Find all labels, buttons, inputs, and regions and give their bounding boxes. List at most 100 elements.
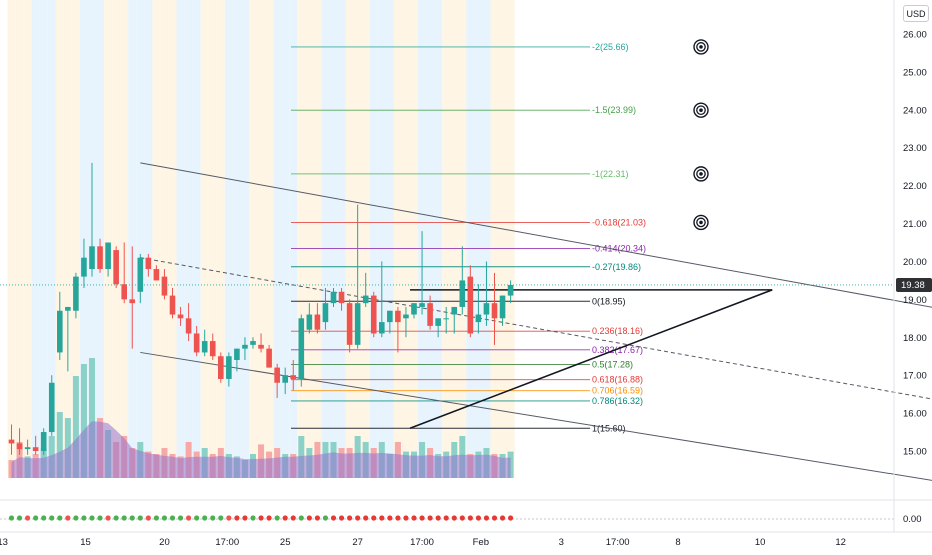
indicator-dot	[403, 515, 409, 521]
indicator-dot	[371, 515, 377, 521]
candle-body	[298, 318, 305, 379]
indicator-dot	[161, 515, 168, 521]
indicator-dot	[459, 515, 465, 521]
candle-body	[234, 348, 240, 361]
candle-body	[419, 303, 425, 307]
volume-bar	[56, 412, 63, 478]
candle-body	[16, 443, 23, 450]
session-stripe	[385, 0, 394, 478]
session-stripe	[297, 0, 306, 478]
indicator-dot	[467, 515, 473, 521]
indicator-dot	[411, 515, 417, 521]
candle-body	[97, 246, 103, 270]
candle-body	[282, 375, 288, 383]
candle-body	[65, 306, 71, 311]
session-stripe	[128, 0, 137, 478]
candle-body	[24, 447, 31, 450]
indicator-dot	[121, 515, 127, 521]
candle-body	[290, 375, 297, 379]
candle-body	[193, 333, 200, 353]
time-axis-tick-label: 20	[159, 537, 170, 548]
indicator-dot	[330, 515, 337, 521]
indicator-dot	[355, 515, 361, 521]
candle-body	[81, 257, 87, 277]
session-stripe	[152, 0, 161, 478]
candle-body	[314, 314, 321, 330]
session-stripe	[401, 0, 410, 478]
indicator-dot	[186, 515, 192, 521]
candle-body	[161, 276, 168, 296]
candle-body	[330, 291, 337, 304]
time-axis-tick-label: 3	[559, 537, 564, 548]
target-ring-middle	[696, 169, 706, 179]
channel-upper-line	[140, 162, 932, 308]
channel-midline	[140, 257, 932, 400]
candle-body	[242, 344, 248, 349]
price-axis-tick-label: 19.00	[903, 295, 927, 306]
indicator-dot	[306, 515, 312, 521]
indicator-dot	[475, 515, 481, 521]
fib-level-label: -1(22.31)	[592, 169, 629, 179]
candle-body	[274, 367, 280, 383]
indicator-dot	[113, 515, 119, 521]
time-axis-tick-label: 12	[835, 537, 846, 548]
candle-body	[169, 295, 176, 315]
candle-body	[451, 306, 458, 315]
session-stripe	[39, 0, 48, 478]
last-price-tag: 19.38	[896, 278, 932, 292]
candle-body	[379, 322, 385, 334]
time-axis-tick-label: 17:00	[410, 537, 434, 548]
session-stripe	[377, 0, 386, 478]
session-stripe	[393, 0, 402, 478]
indicator-dot	[234, 515, 240, 521]
candle-body	[322, 303, 329, 323]
volume-pane	[8, 358, 514, 478]
price-axis-tick-label: 23.00	[903, 143, 927, 154]
target-icon	[693, 214, 709, 231]
session-stripe	[281, 0, 290, 478]
candle-body	[411, 303, 417, 315]
session-stripe	[232, 0, 241, 478]
time-axis-tick-label: 27	[352, 537, 363, 548]
session-stripe	[63, 0, 72, 478]
currency-badge[interactable]: USD	[903, 5, 929, 22]
session-stripe	[482, 0, 491, 478]
candle-body	[435, 318, 441, 326]
candle-body	[218, 356, 224, 379]
fib-level-label: 0.786(16.32)	[592, 396, 643, 406]
session-stripe	[184, 0, 193, 478]
session-stripe	[450, 0, 459, 478]
session-stripe	[442, 0, 451, 478]
candle-body	[507, 284, 514, 296]
target-icon	[693, 166, 709, 182]
session-stripe	[313, 0, 322, 478]
indicator-dot	[210, 515, 216, 521]
candle-body	[250, 341, 256, 345]
indicator-dot	[242, 515, 248, 521]
indicator-dot	[177, 515, 184, 521]
indicator-dot	[266, 515, 272, 521]
time-axis-tick-label: 17:00	[215, 537, 239, 548]
indicator-dot	[57, 515, 63, 521]
candle-body	[185, 318, 192, 334]
indicator-dot	[322, 515, 329, 521]
candle-body	[266, 348, 272, 368]
session-stripe	[144, 0, 153, 478]
candle-body	[499, 295, 506, 319]
session-background	[7, 0, 515, 478]
time-axis-tick-label: Feb	[473, 537, 489, 548]
indicator-dot	[41, 515, 47, 521]
indicator-dot	[451, 515, 457, 521]
session-stripe	[15, 0, 24, 478]
indicator-dot	[97, 515, 103, 521]
candle-body	[346, 303, 353, 345]
time-axis-tick-label: 15	[80, 537, 91, 548]
price-axis-tick-label: 21.00	[903, 219, 927, 230]
candle-body	[475, 314, 482, 323]
candle-body	[145, 257, 152, 270]
triangle-support-line	[409, 289, 773, 430]
candle-body	[40, 432, 47, 451]
